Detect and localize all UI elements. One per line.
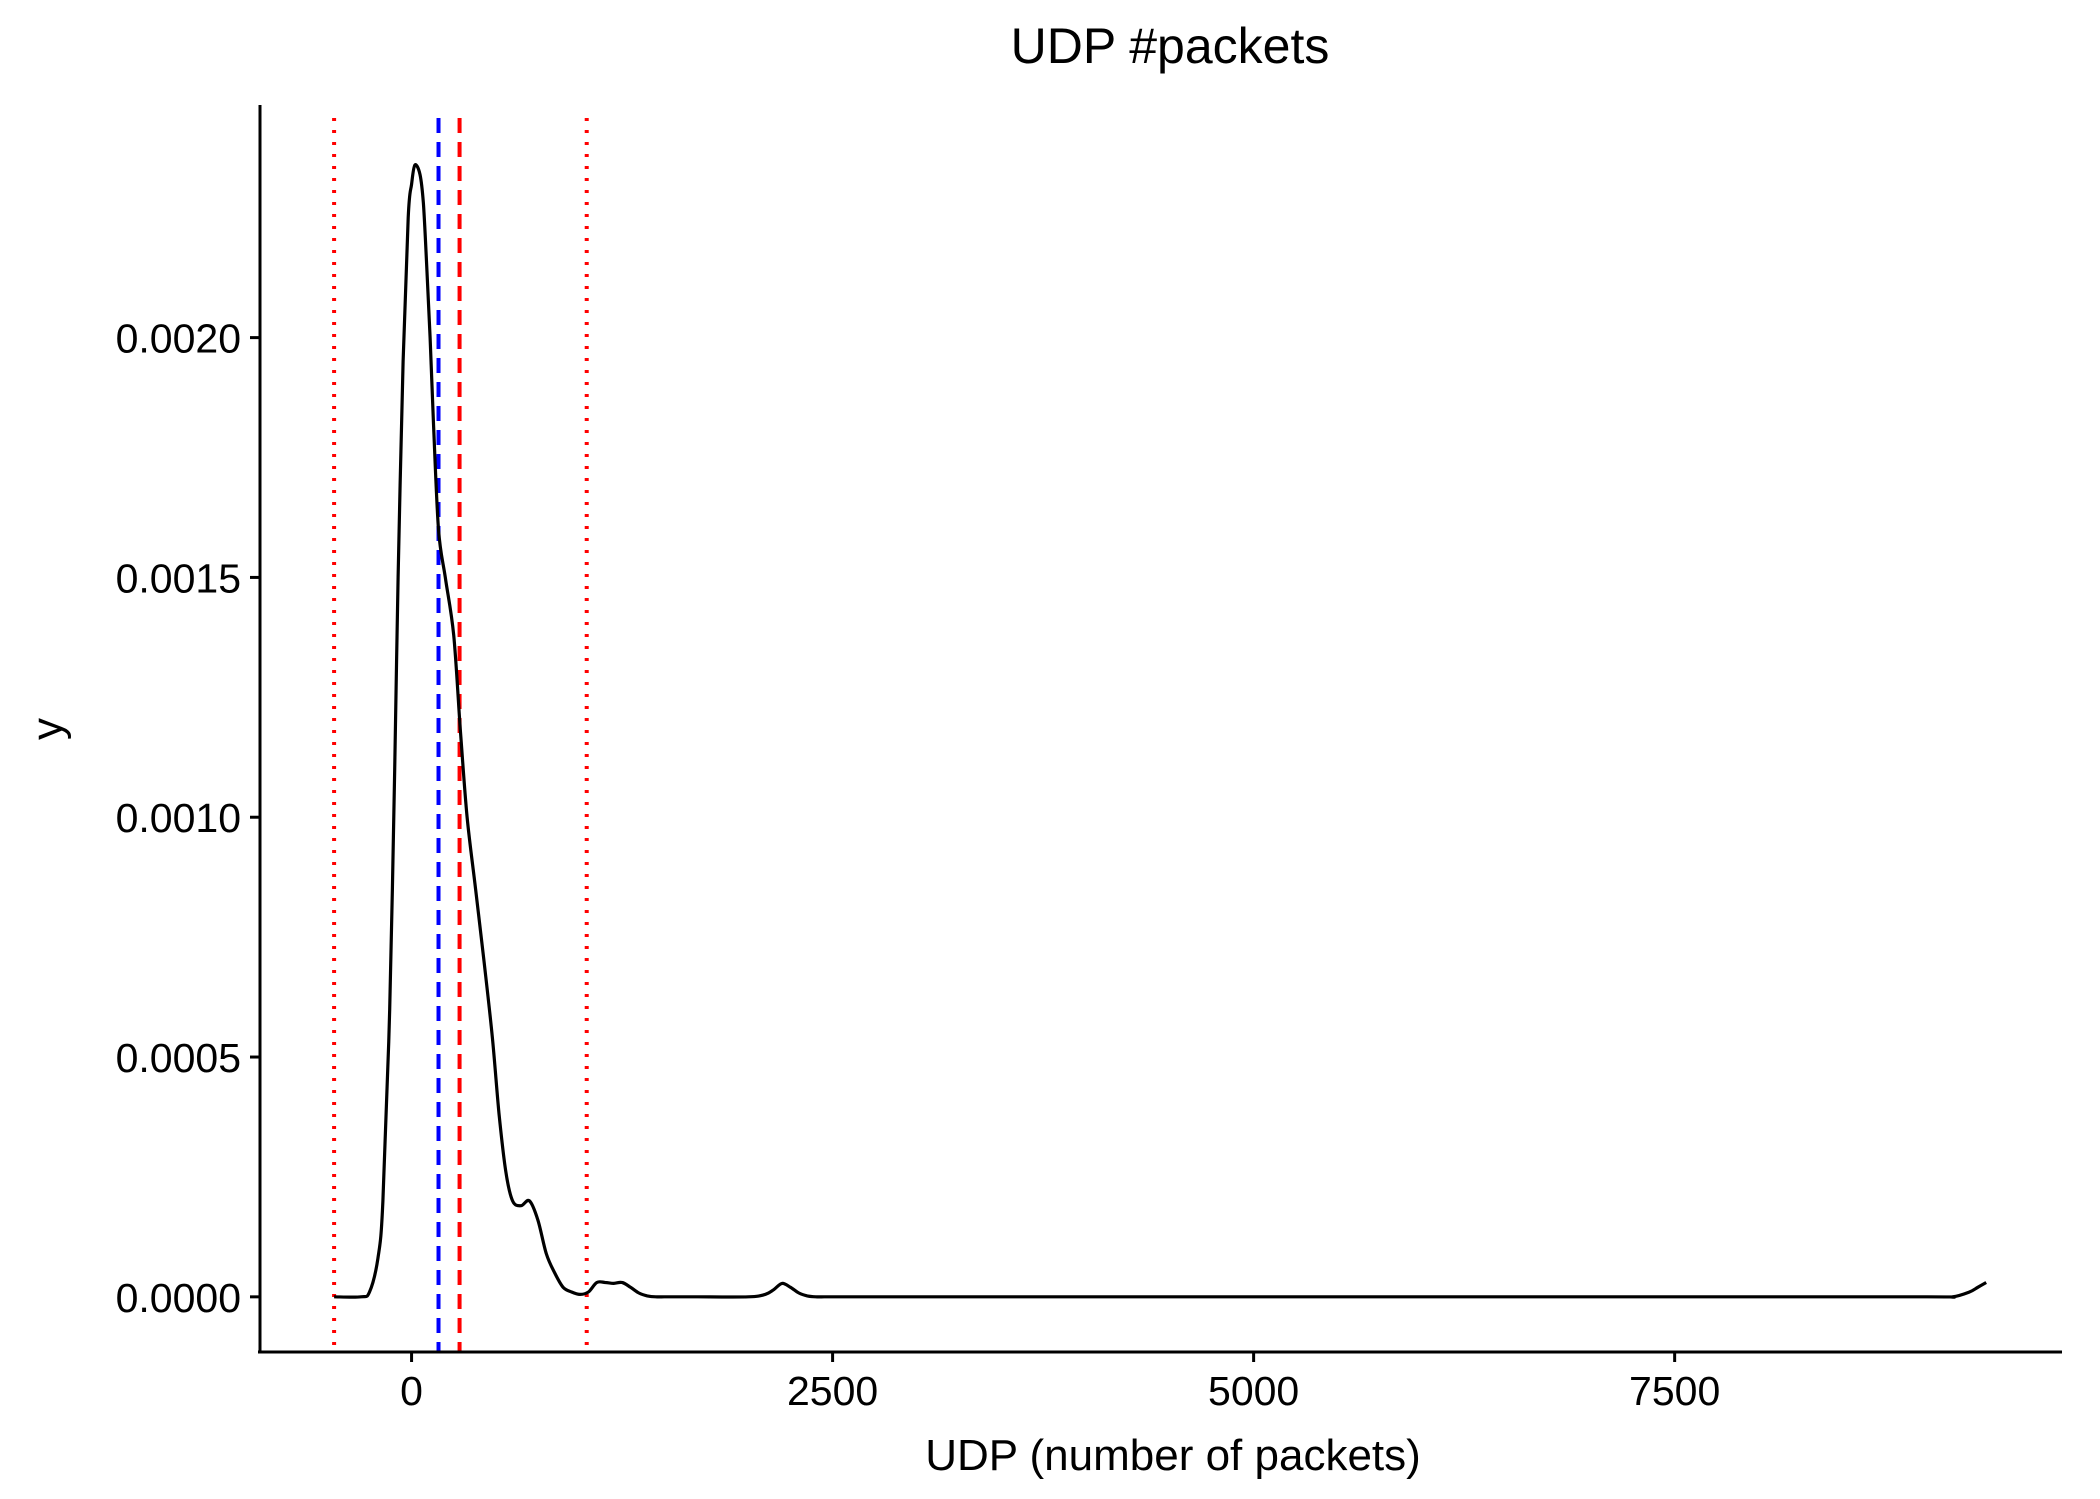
y-tick-label: 0.0015: [116, 555, 241, 601]
y-axis-title: y: [23, 718, 72, 740]
x-tick-label: 5000: [1208, 1368, 1299, 1414]
y-tick-label: 0.0010: [116, 795, 241, 841]
series-layer: [334, 163, 1987, 1299]
x-tick-label: 2500: [787, 1368, 878, 1414]
y-axis-ticks: 0.0000 0.0005 0.0010 0.0015 0.0020: [116, 316, 260, 1321]
chart-title: UDP #packets: [1011, 18, 1330, 74]
x-tick-label: 0: [400, 1368, 423, 1414]
x-tick-label: 7500: [1629, 1368, 1720, 1414]
reference-lines: [332, 118, 589, 1352]
x-axis-title: UDP (number of packets): [925, 1431, 1421, 1480]
y-tick-label: 0.0020: [116, 316, 241, 362]
x-axis-ticks: 0 2500 5000 7500: [400, 1352, 1720, 1414]
y-tick-label: 0.0005: [116, 1035, 241, 1081]
y-tick-label: 0.0000: [116, 1275, 241, 1321]
density-curve: [334, 163, 1987, 1299]
